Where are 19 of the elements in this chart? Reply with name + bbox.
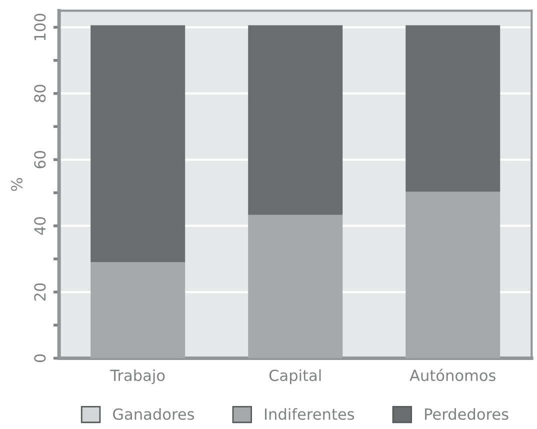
bar xyxy=(248,214,343,358)
y-tick-label: 100 xyxy=(34,14,46,40)
x-tick-label: Trabajo xyxy=(110,369,165,384)
legend-label: Ganadores xyxy=(113,408,194,420)
bar xyxy=(90,25,186,262)
y-tick-label: 60 xyxy=(34,150,46,168)
y-tick-label: 40 xyxy=(34,217,46,235)
y-tick-label: 20 xyxy=(34,283,46,301)
y-axis-title: % xyxy=(11,178,23,191)
y-tick-label: 0 xyxy=(34,354,46,362)
legend-label: Indiferentes xyxy=(265,408,354,420)
legend-label: Perdedores xyxy=(425,408,508,420)
bar xyxy=(406,25,500,192)
bar xyxy=(248,25,343,215)
x-tick-label: Autónomos xyxy=(410,368,496,382)
y-tick-label: 80 xyxy=(34,84,46,102)
x-tick-label: Capital xyxy=(269,369,321,384)
bar xyxy=(406,192,500,358)
bar xyxy=(90,262,186,358)
